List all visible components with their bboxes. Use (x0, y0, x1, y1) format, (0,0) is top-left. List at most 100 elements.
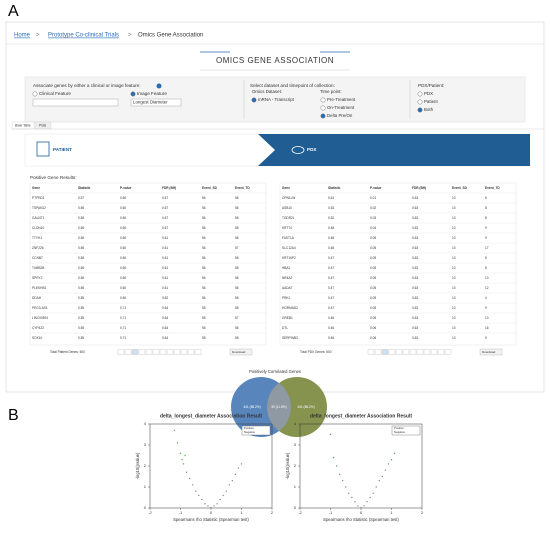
cell: 0.55 (78, 316, 84, 320)
page-button[interactable] (430, 349, 438, 355)
info-icon[interactable] (156, 83, 162, 89)
page-button[interactable] (159, 349, 167, 355)
column-header[interactable]: Statistic (328, 186, 341, 190)
column-header[interactable]: FDR (BH) (412, 186, 426, 190)
radio-label[interactable]: Clinical Feature (39, 91, 71, 96)
page-button[interactable] (409, 349, 417, 355)
download-button[interactable] (479, 348, 503, 356)
radio-label[interactable]: Image Feature (137, 91, 167, 96)
breadcrumb-current: Omics Gene Association (138, 33, 203, 39)
radio-label[interactable]: mRNA - Transcript (258, 97, 295, 102)
select-value[interactable]: Longest Diameter (133, 100, 168, 105)
column-header[interactable]: FDR (BH) (162, 186, 176, 190)
cell: 10 (452, 306, 456, 310)
column-header[interactable]: Gene (32, 186, 40, 190)
cell: 10 (452, 266, 456, 270)
cell: AADAT (282, 286, 292, 290)
page-button[interactable] (124, 349, 132, 355)
page-button[interactable] (444, 349, 452, 355)
radio-label[interactable]: Pre-Treatment (327, 97, 356, 102)
cell: 0.63 (412, 276, 418, 280)
cell: CLDN10 (32, 226, 44, 230)
breadcrumb-link[interactable]: Prototype Co-clinical Trials (48, 33, 119, 39)
breadcrumb-link[interactable]: Home (14, 33, 31, 39)
page-button[interactable] (131, 349, 139, 355)
cell: 56 (202, 226, 206, 230)
radio[interactable] (417, 107, 423, 113)
breadcrumb-sep: > (36, 33, 40, 39)
point (204, 503, 206, 505)
page-button[interactable] (367, 349, 375, 355)
cell: 17 (485, 246, 489, 250)
radio[interactable] (417, 99, 423, 105)
column-header[interactable]: P-value (370, 186, 382, 190)
cell: 0.64 (162, 306, 168, 310)
cell: 0.48 (328, 236, 334, 240)
point (225, 490, 227, 492)
page-button[interactable] (138, 349, 146, 355)
cell: 12 (485, 286, 489, 290)
cell: ASB10 (282, 206, 292, 210)
radio[interactable] (320, 97, 326, 103)
radio[interactable] (320, 113, 326, 119)
download-button[interactable] (229, 348, 253, 356)
page-button[interactable] (395, 349, 403, 355)
cell: 55 (202, 306, 206, 310)
x-tick-label: 0 (210, 510, 213, 515)
y-axis-label: -log10(pvalue) (135, 452, 140, 479)
page-button[interactable] (374, 349, 382, 355)
column-header[interactable]: P-value (120, 186, 132, 190)
tab-label[interactable]: Plots (39, 123, 46, 127)
download-label[interactable]: Download (482, 350, 496, 354)
page-button[interactable] (166, 349, 174, 355)
radio[interactable] (417, 91, 423, 97)
cell: 13 (485, 276, 489, 280)
cell: PTPRD1 (32, 196, 45, 200)
cell: CCNB7 (32, 256, 43, 260)
cell: FAST1A (282, 236, 295, 240)
table-footer: Total PDX Genes: 500 (300, 350, 332, 354)
radio[interactable] (320, 105, 326, 111)
radio-label[interactable]: Both (424, 107, 434, 112)
page-button[interactable] (416, 349, 424, 355)
cell: 0.60 (120, 206, 126, 210)
page-button[interactable] (381, 349, 389, 355)
select[interactable] (32, 98, 119, 107)
cell: 0.63 (412, 306, 418, 310)
column-header[interactable]: Event_TD (485, 186, 500, 190)
page-button[interactable] (173, 349, 181, 355)
radio[interactable] (130, 91, 136, 97)
column-header[interactable]: Gene (282, 186, 290, 190)
radio-label[interactable]: On-Treatment (327, 105, 355, 110)
page-button[interactable] (423, 349, 431, 355)
page-button[interactable] (145, 349, 153, 355)
select[interactable] (130, 98, 182, 107)
radio[interactable] (32, 91, 38, 97)
radio[interactable] (251, 97, 257, 103)
tab-label[interactable]: Bivar Table (15, 123, 31, 127)
radio-label[interactable]: Delta Pre/On (327, 113, 353, 118)
cell: 0.63 (412, 216, 418, 220)
page-button[interactable] (180, 349, 188, 355)
page-button[interactable] (402, 349, 410, 355)
page-button[interactable] (194, 349, 202, 355)
page-button[interactable] (152, 349, 160, 355)
radio-label[interactable]: PDX (424, 91, 433, 96)
download-label[interactable]: Download (232, 350, 246, 354)
column-header[interactable]: Event_TD (235, 186, 250, 190)
column-header[interactable]: Event_SD (202, 186, 218, 190)
page-button[interactable] (388, 349, 396, 355)
radio-label[interactable]: Patient (424, 99, 438, 104)
column-header[interactable]: Event_SD (452, 186, 468, 190)
point (237, 467, 240, 469)
cell: 10 (452, 226, 456, 230)
cell: 0.05 (370, 316, 376, 320)
cell: 0.56 (78, 256, 84, 260)
point (390, 459, 393, 461)
point (381, 475, 384, 478)
column-header[interactable]: Statistic (78, 186, 91, 190)
point (357, 505, 359, 507)
page-button[interactable] (437, 349, 445, 355)
page-button[interactable] (187, 349, 195, 355)
page-button[interactable] (117, 349, 125, 355)
